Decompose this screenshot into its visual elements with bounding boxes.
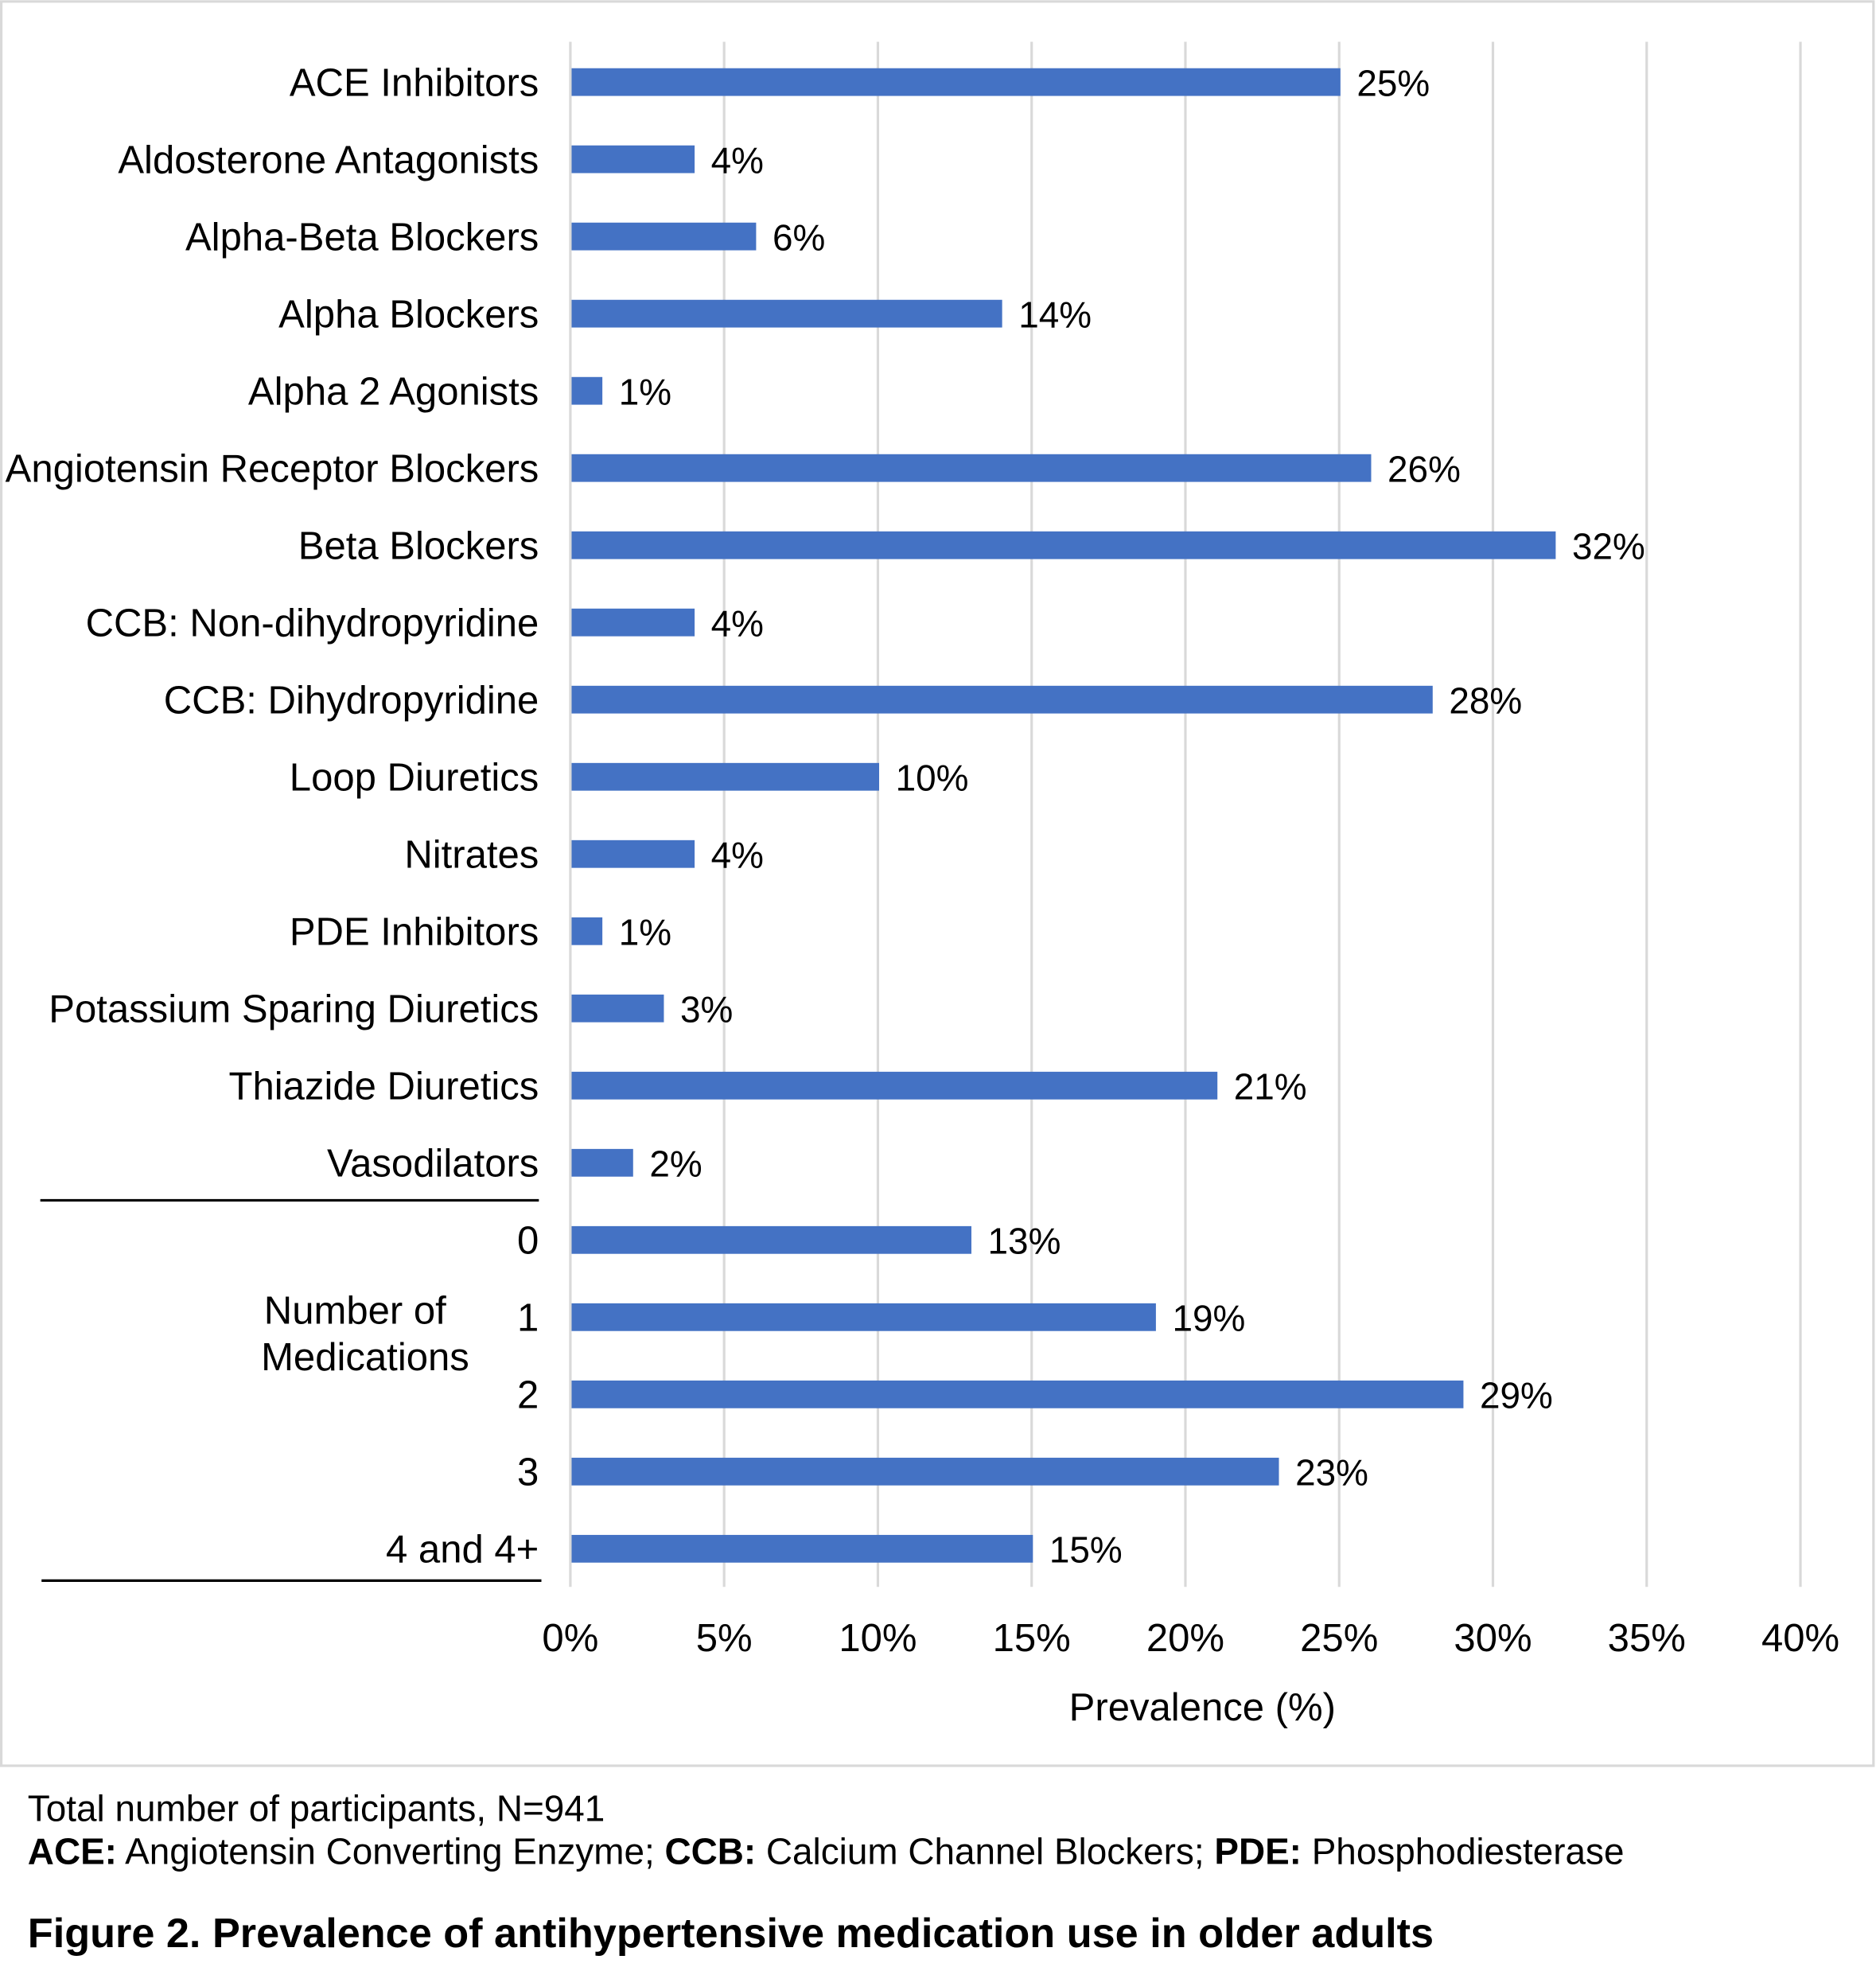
bar	[571, 608, 695, 637]
data-label: 29%	[1480, 1375, 1553, 1416]
x-tick-label: 35%	[1608, 1617, 1686, 1660]
bar	[571, 222, 757, 251]
category-labels: ACE Inhibitors Aldosterone Antagonists Alp…	[6, 62, 539, 1572]
footnote-abbreviations: ACE: Angiotensin Converting Enzyme; CCB:…	[28, 1830, 1625, 1872]
category-label: ACE Inhibitors	[290, 62, 539, 105]
data-label: 21%	[1234, 1066, 1307, 1108]
category-label: Alpha Blockers	[278, 294, 539, 337]
category-label: CCB: Dihydropyridine	[164, 680, 539, 723]
category-label: Vasodilators	[327, 1143, 539, 1186]
category-label: 4 and 4+	[386, 1529, 539, 1572]
abbreviation-term: PDE:	[1214, 1830, 1302, 1872]
bar	[571, 1071, 1218, 1100]
category-label: Angiotensin Receptor Blockers	[6, 448, 539, 491]
data-label: 2%	[649, 1143, 702, 1185]
bar	[571, 376, 603, 405]
bars: 25%4%6%14%1%26%32%4%28%10%4%1%3%21%2%13%…	[571, 63, 1645, 1571]
bar	[571, 1380, 1464, 1408]
data-label: 4%	[711, 140, 764, 181]
bar	[571, 685, 1433, 714]
bar	[571, 454, 1372, 482]
abbreviation-definition: Calcium Channel Blockers;	[756, 1830, 1214, 1872]
data-label: 32%	[1572, 526, 1645, 567]
data-label: 4%	[711, 603, 764, 645]
data-label: 23%	[1295, 1452, 1368, 1494]
x-tick-labels: 0% 5% 10% 15% 20% 25% 30% 35% 40%	[542, 1617, 1839, 1660]
bar	[571, 68, 1341, 96]
bar	[571, 145, 695, 173]
category-label: Alpha 2 Agonists	[248, 371, 539, 414]
category-label: 1	[517, 1297, 539, 1340]
data-label: 19%	[1172, 1298, 1245, 1339]
category-label: Potassium Sparing Diuretics	[49, 988, 539, 1031]
category-label: PDE Inhibitors	[290, 911, 539, 954]
category-label: Alpha-Beta Blockers	[185, 216, 539, 259]
footnote-participants: Total number of participants, N=941	[28, 1788, 605, 1829]
bar	[571, 1303, 1156, 1331]
data-label: 13%	[988, 1221, 1061, 1262]
data-label: 1%	[619, 372, 671, 413]
data-label: 4%	[711, 835, 764, 876]
bar	[571, 299, 1002, 328]
category-label: Beta Blockers	[298, 525, 539, 568]
category-label: 0	[517, 1220, 539, 1263]
data-label: 25%	[1356, 63, 1430, 104]
bar	[571, 839, 695, 868]
bar	[571, 994, 664, 1023]
abbreviation-definition: Angiotensin Converting Enzyme;	[117, 1830, 665, 1872]
x-tick-label: 30%	[1454, 1617, 1532, 1660]
data-label: 10%	[896, 758, 969, 799]
x-tick-label: 20%	[1146, 1617, 1224, 1660]
x-tick-label: 25%	[1300, 1617, 1378, 1660]
bar	[571, 1534, 1033, 1563]
bar	[571, 1225, 971, 1254]
data-label: 15%	[1049, 1529, 1123, 1571]
data-label: 28%	[1449, 680, 1522, 722]
category-label: CCB: Non-dihydropyridine	[86, 602, 539, 645]
data-label: 26%	[1388, 449, 1461, 490]
gridlines	[569, 41, 1802, 1587]
bar	[571, 531, 1556, 559]
group-label-line2: Medications	[261, 1336, 469, 1379]
data-label: 14%	[1018, 294, 1092, 336]
x-tick-label: 40%	[1761, 1617, 1839, 1660]
group-label-line1: Number of	[264, 1290, 446, 1333]
bar	[571, 917, 603, 945]
x-tick-label: 5%	[696, 1617, 753, 1660]
bar	[571, 1148, 633, 1177]
abbreviation-definition: Phosphodiesterase	[1302, 1830, 1625, 1872]
abbreviation-term: CCB:	[664, 1830, 756, 1872]
figure-title: Figure 2. Prevalence of antihypertensive…	[28, 1911, 1434, 1957]
data-label: 3%	[680, 989, 733, 1030]
category-label: 3	[517, 1451, 539, 1494]
category-label: Nitrates	[404, 834, 539, 877]
abbreviation-term: ACE:	[28, 1830, 117, 1872]
data-label: 1%	[619, 912, 671, 953]
chart-frame	[0, 0, 1875, 1767]
x-axis-title: Prevalence (%)	[1069, 1686, 1336, 1729]
bar	[571, 1457, 1279, 1486]
x-tick-label: 0%	[542, 1617, 598, 1660]
bar	[571, 762, 880, 791]
category-label: Aldosterone Antagonists	[118, 139, 539, 182]
x-tick-label: 10%	[839, 1617, 917, 1660]
x-tick-label: 15%	[993, 1617, 1071, 1660]
data-label: 6%	[773, 217, 825, 259]
category-label: Loop Diuretics	[290, 757, 539, 800]
category-label: Thiazide Diuretics	[229, 1065, 539, 1108]
category-label: 2	[517, 1374, 539, 1417]
